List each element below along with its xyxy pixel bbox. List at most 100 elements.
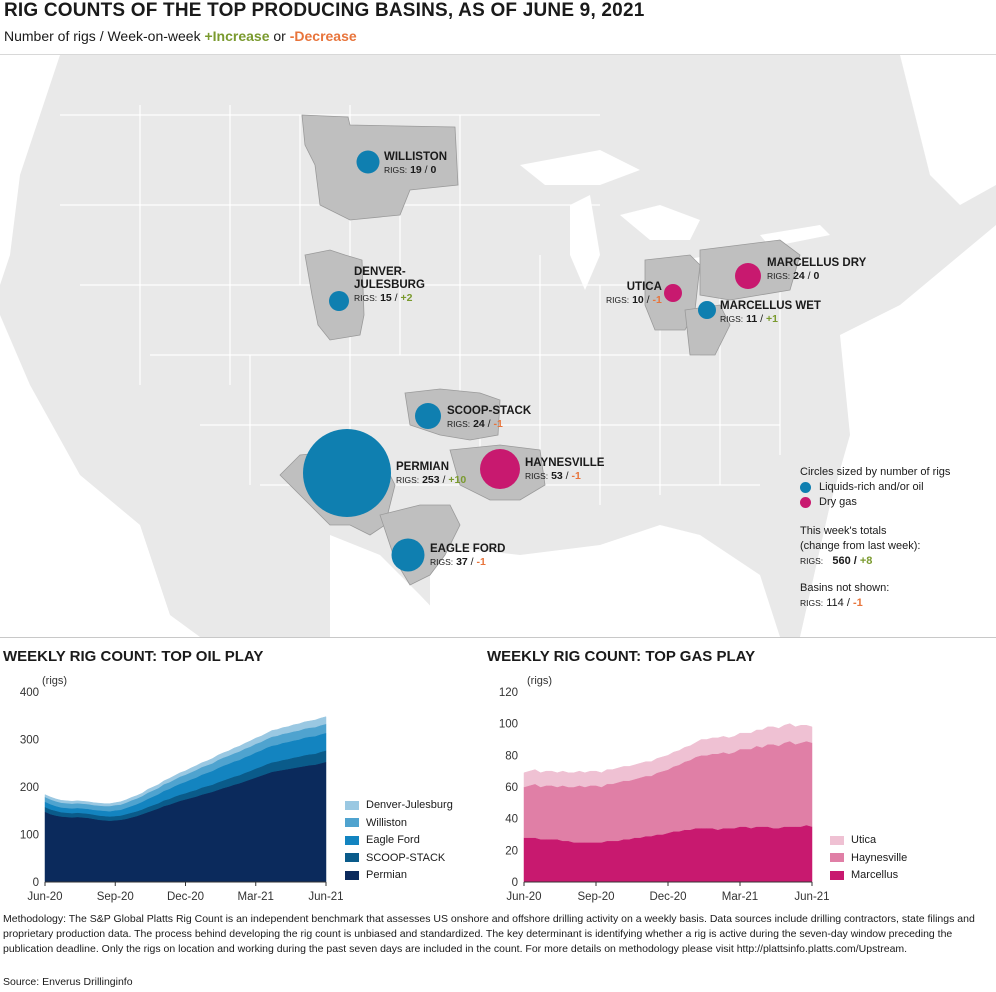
legend-label: SCOOP-STACK — [366, 851, 446, 864]
y-tick-label: 300 — [20, 735, 39, 747]
x-tick-label: Jun-20 — [506, 891, 541, 903]
legend-oil: Liquids-rich and/or oil — [800, 480, 950, 495]
williston-shape — [301, 114, 459, 221]
circle-utica — [664, 284, 682, 302]
rigs-label: RIGS: — [430, 557, 454, 567]
page-title: RIG COUNTS OF THE TOP PRODUCING BASINS, … — [4, 0, 645, 21]
y-tick-label: 0 — [512, 877, 518, 889]
x-tick-label: Mar-21 — [722, 891, 758, 903]
basin-name: UTICA — [626, 281, 662, 293]
label-williston: WILLISTON RIGS: 19 / 0 — [384, 151, 447, 177]
legend-label: Utica — [851, 834, 877, 846]
rigs-label: RIGS: — [384, 165, 408, 175]
y-tick-label: 60 — [505, 782, 518, 794]
legend-gas-label: Dry gas — [819, 496, 857, 508]
totals-sub: (change from last week): — [800, 540, 921, 552]
separator: / — [421, 164, 431, 176]
y-tick-label: 400 — [20, 687, 39, 699]
circle-permian — [303, 429, 391, 517]
basin-name: DENVER- — [354, 266, 406, 278]
circle-scoop-stack — [415, 403, 441, 429]
rig-change: 0 — [813, 270, 820, 282]
basin-name: SCOOP-STACK — [447, 405, 532, 417]
totals-heading: This week's totals — [800, 525, 887, 537]
subtitle-prefix: Number of rigs / Week-on-week — [4, 28, 201, 44]
legend-item: Haynesville — [830, 850, 907, 868]
separator: / — [757, 313, 766, 325]
swatch-icon — [345, 800, 359, 810]
separator: / — [843, 597, 853, 609]
not-shown-heading: Basins not shown: — [800, 582, 890, 594]
rig-count: 19 — [410, 164, 422, 176]
area-denver-julesburg — [44, 716, 327, 807]
separator: / — [562, 470, 572, 482]
x-tick-label: Dec-20 — [649, 891, 686, 903]
legend-label: Marcellus — [851, 869, 899, 881]
gas-chart: (rigs) 0 20 40 60 80 100 120 Jun-20 Sep-20 Dec-20 M… — [499, 675, 830, 903]
totals-count: 560 — [832, 555, 851, 567]
separator: / — [467, 556, 477, 568]
increase-key: +Increase — [204, 28, 270, 44]
circle-denver-julesburg — [329, 291, 349, 311]
map-background — [0, 55, 996, 637]
circle-haynesville — [480, 449, 520, 489]
rig-change: -1 — [571, 470, 581, 482]
source-text: Source: Enverus Drillinginfo — [3, 976, 133, 988]
oil-chart-legend: Denver-Julesburg Williston Eagle Ford SC… — [345, 797, 453, 885]
legend-label: Eagle Ford — [366, 834, 420, 846]
y-tick-label: 40 — [505, 814, 518, 826]
rig-change: +1 — [765, 313, 778, 325]
label-eagle-ford: EAGLE FORD RIGS: 37 / -1 — [430, 543, 505, 569]
totals-change: +8 — [859, 555, 873, 567]
rig-count: 10 — [632, 294, 644, 306]
label-denver-julesburg: DENVER- JULESBURG RIGS: 15 / +2 — [354, 266, 425, 305]
separator: / — [484, 418, 494, 430]
separator: / — [804, 270, 814, 282]
x-tick-label: Jun-21 — [794, 891, 829, 903]
methodology-text: Methodology: The S&P Global Platts Rig C… — [3, 913, 975, 955]
legend-item: Marcellus — [830, 867, 907, 885]
circle-eagle-ford — [391, 538, 425, 572]
rig-change: -1 — [493, 418, 503, 430]
label-utica: UTICA RIGS: 10 / -1 — [606, 281, 662, 307]
legend-item: Permian — [345, 867, 453, 885]
swatch-icon — [345, 835, 359, 845]
legend-item: Denver-Julesburg — [345, 797, 453, 815]
legend-label: Williston — [366, 816, 407, 829]
circle-williston — [356, 150, 380, 174]
rigs-label: RIGS: — [354, 293, 378, 303]
not-shown-line: RIGS: 114 / -1 — [800, 596, 950, 611]
legend-gas: Dry gas — [800, 495, 950, 510]
rigs-label: RIGS: — [606, 295, 630, 305]
legend-label: Haynesville — [851, 851, 908, 864]
rig-change: +2 — [400, 292, 413, 304]
pacific-ocean — [0, 55, 60, 285]
gas-chart-legend: Utica Haynesville Marcellus — [830, 832, 907, 885]
legend-label: Permian — [366, 869, 407, 881]
swatch-icon — [830, 835, 844, 845]
basin-name: WILLISTON — [384, 151, 448, 163]
rigs-label: RIGS: — [525, 471, 549, 481]
rig-count: 24 — [793, 270, 805, 282]
rig-count: 24 — [473, 418, 485, 430]
gas-chart-title: WEEKLY RIG COUNT: TOP GAS PLAY — [487, 648, 756, 665]
legend-label: Denver-Julesburg — [366, 799, 453, 811]
legend-item: Eagle Ford — [345, 832, 453, 850]
x-tick-label: Sep-20 — [97, 891, 134, 903]
legend-item: Utica — [830, 832, 907, 850]
y-tick-label: 80 — [505, 750, 518, 762]
separator: / — [391, 292, 401, 304]
atlantic-ocean — [800, 225, 996, 637]
legend-heading: Circles sized by number of rigs — [800, 466, 951, 478]
gulf-of-mexico — [430, 525, 780, 637]
gas-dot-icon — [800, 497, 811, 508]
basin-name: EAGLE FORD — [430, 543, 506, 555]
y-axis-label: (rigs) — [42, 675, 67, 687]
swatch-icon — [830, 853, 844, 863]
legend-item: SCOOP-STACK — [345, 850, 453, 868]
legend-item: Williston — [345, 815, 453, 833]
us-basin-map: WILLISTON RIGS: 19 / 0 DENVER- JULESBURG… — [0, 54, 996, 638]
separator: / — [850, 555, 860, 567]
oil-chart-title: WEEKLY RIG COUNT: TOP OIL PLAY — [3, 648, 264, 665]
rigs-label: RIGS: — [720, 314, 744, 324]
